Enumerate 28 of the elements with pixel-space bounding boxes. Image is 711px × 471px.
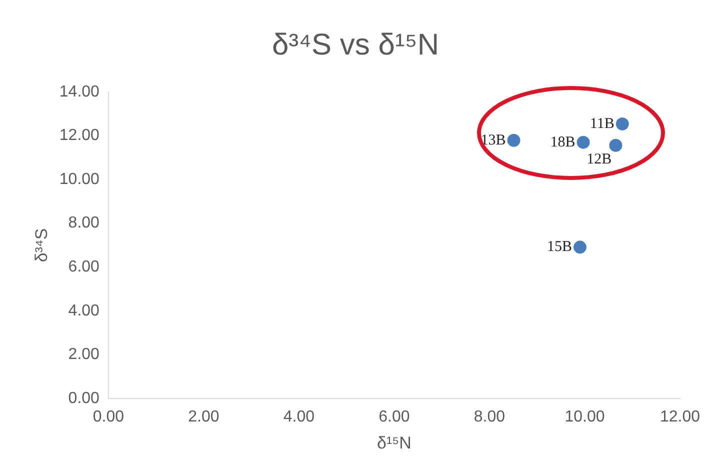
y-tick-label: 10.00	[59, 170, 100, 188]
point	[576, 136, 590, 149]
point	[609, 138, 622, 152]
point	[616, 117, 629, 130]
y-tick-label: 8.00	[68, 214, 100, 232]
y-tick-label: 0.00	[68, 390, 100, 407]
y-axis-title: δ³⁴S	[32, 228, 51, 262]
point	[573, 240, 586, 254]
chart-title: δ³⁴S vs δ¹⁵N	[272, 28, 440, 62]
annotation: 15B	[546, 239, 572, 256]
y-tick-label: 14.00	[59, 83, 100, 100]
x-tick-label: 12.00	[660, 408, 700, 426]
x-tick-label: 10.00	[564, 408, 605, 426]
y-tick-label: 12.00	[59, 127, 100, 144]
y-tick-label: 2.00	[68, 346, 100, 364]
x-tick-label: 8.00	[474, 408, 506, 426]
annotation: 18B	[550, 134, 576, 150]
x-tick-label: 2.00	[188, 408, 220, 426]
y-tick-label: 6.00	[68, 258, 100, 276]
x-tick-label: 6.00	[378, 408, 410, 426]
annotation: 13B	[480, 132, 506, 148]
y-tick-label: 4.00	[68, 302, 100, 320]
x-tick-label: 0.00	[92, 408, 124, 426]
x-axis-title: δ¹⁵N	[376, 433, 412, 452]
annotation: 12B	[586, 151, 612, 168]
annotation: 11B	[590, 116, 614, 132]
x-tick-label: 4.00	[283, 408, 315, 426]
point	[507, 134, 520, 147]
